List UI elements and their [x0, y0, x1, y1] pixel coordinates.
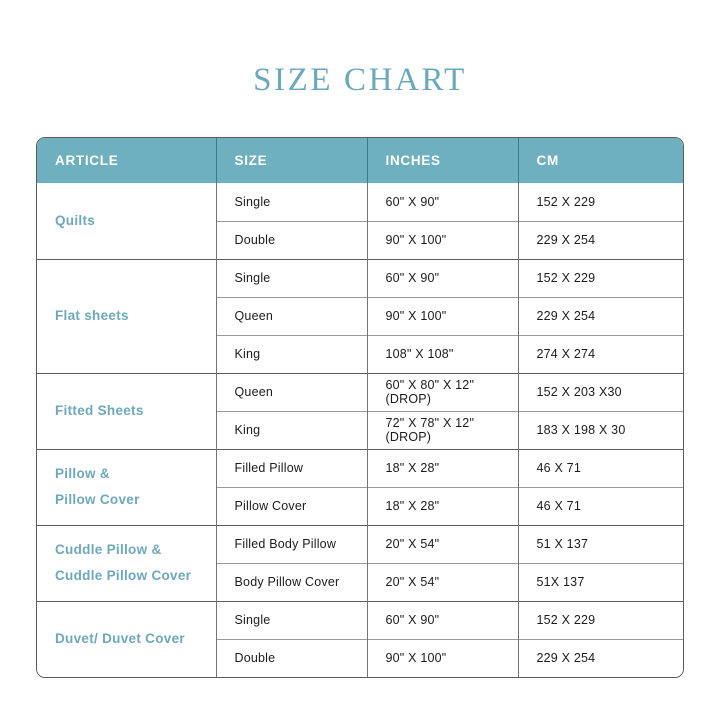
article-label-line: Duvet/ Duvet Cover: [55, 631, 185, 647]
size-chart-table-container: ARTICLE SIZE INCHES CM Quilts Single 60" X…: [36, 137, 684, 678]
cm-cell: 46 X 71: [518, 448, 683, 487]
cm-cell: 51X 137: [518, 562, 683, 601]
table-body: Quilts Single 60" X 90" 152 X 229 Double 90" …: [37, 183, 683, 677]
column-header-inches: INCHES: [367, 138, 519, 183]
inches-cell: 20" X 54": [367, 562, 519, 601]
inches-cell: 60" X 90": [367, 183, 519, 221]
size-cell: Double: [216, 638, 368, 677]
size-cell: Double: [216, 220, 368, 259]
size-cell: Queen: [216, 372, 368, 411]
page-title-container: SIZE CHART: [0, 60, 720, 100]
cm-cell: 46 X 71: [518, 486, 683, 525]
size-cell: Filled Pillow: [216, 448, 368, 487]
size-cell: King: [216, 334, 368, 373]
inches-cell: 90" X 100": [367, 296, 519, 335]
size-cell: Queen: [216, 296, 368, 335]
inches-cell: 20" X 54": [367, 524, 519, 563]
inches-cell: 90" X 100": [367, 220, 519, 259]
inches-cell: 60" X 80" X 12"(DROP): [367, 372, 519, 411]
article-label-line: Quilts: [55, 212, 96, 228]
inches-cell: 72" X 78" X 12"(DROP): [367, 410, 519, 449]
inches-cell: 90" X 100": [367, 638, 519, 677]
column-header-size: SIZE: [216, 138, 368, 183]
size-cell: Body Pillow Cover: [216, 562, 368, 601]
article-cell: Pillow & Pillow Cover: [37, 448, 217, 525]
table-row: Double 90" X 100" 229 X 254: [37, 638, 683, 677]
size-cell: Single: [216, 183, 368, 221]
article-label-line: Pillow Cover: [55, 492, 140, 507]
cm-cell: 229 X 254: [518, 220, 683, 259]
page-title: SIZE CHART: [253, 62, 467, 98]
cm-cell: 152 X 229: [518, 258, 683, 297]
table-row: Cuddle Pillow & Cuddle Pillow Cover Filled…: [37, 524, 683, 601]
cm-cell: 51 X 137: [518, 524, 683, 563]
table-row: Duvet/ Duvet Cover Single 60" X 90" 152 X 2…: [37, 600, 683, 677]
cm-cell: 152 X 229: [536, 194, 596, 209]
table-row: Pillow Cover 18" X 28" 46 X 71: [37, 486, 683, 525]
cm-cell: 152 X 229: [518, 600, 683, 639]
article-label-line: Fitted Sheets: [55, 403, 144, 418]
table-row: Double 90" X 100" 229 X 254: [37, 220, 683, 259]
size-cell: Single: [216, 600, 368, 639]
table-row: Body Pillow Cover 20" X 54" 51X 137: [37, 562, 683, 601]
size-cell: King: [216, 410, 368, 449]
article-cell: Cuddle Pillow & Cuddle Pillow Cover: [37, 524, 217, 601]
table-row: Pillow & Pillow Cover Filled Pillow 18" X 2…: [37, 448, 683, 525]
cm-cell: 183 X 198 X 30: [518, 410, 683, 449]
table-header-row: ARTICLE SIZE INCHES CM: [37, 138, 683, 183]
cm-cell: 229 X 254: [518, 638, 683, 677]
cm-cell: 229 X 254: [518, 296, 683, 335]
article-label-line: Pillow &: [55, 466, 110, 481]
cm-cell: 152 X 203 X30: [518, 372, 683, 411]
size-chart-table: ARTICLE SIZE INCHES CM Quilts Single 60" X…: [37, 138, 683, 677]
size-cell: Pillow Cover: [216, 486, 368, 525]
cm-cell: 274 X 274: [518, 334, 683, 373]
article-label-line: Flat sheets: [55, 308, 129, 323]
table-row: King 108" X 108" 274 X 274: [37, 334, 683, 373]
table-row: Fitted Sheets Queen 60" X 80" X 12"(DROP) 1…: [37, 372, 683, 449]
table-row: Queen 90" X 100" 229 X 254: [37, 296, 683, 335]
table-row: Quilts Single 60" X 90" 152 X 229: [37, 183, 683, 259]
size-cell: Filled Body Pillow: [216, 524, 368, 563]
table-row: Flat sheets Single 60" X 90" 152 X 229: [37, 258, 683, 373]
column-header-article: ARTICLE: [37, 138, 217, 183]
inches-cell: 18" X 28": [367, 448, 519, 487]
inches-cell: 18" X 28": [367, 486, 519, 525]
table-row: King 72" X 78" X 12"(DROP) 183 X 198 X 30: [37, 410, 683, 449]
article-cell: Fitted Sheets: [37, 372, 217, 449]
inches-cell: 60" X 90": [367, 258, 519, 297]
article-cell: Flat sheets: [37, 258, 217, 373]
article-cell: Duvet/ Duvet Cover: [37, 600, 217, 677]
table-header: ARTICLE SIZE INCHES CM: [37, 138, 683, 183]
article-label-line: Cuddle Pillow Cover: [55, 568, 192, 583]
article-label-line: Cuddle Pillow &: [55, 542, 162, 557]
size-cell: Single: [216, 258, 368, 297]
article-cell: Quilts: [37, 183, 217, 259]
column-header-cm: CM: [518, 138, 683, 183]
inches-cell: 60" X 90": [367, 600, 519, 639]
inches-cell: 108" X 108": [367, 334, 519, 373]
